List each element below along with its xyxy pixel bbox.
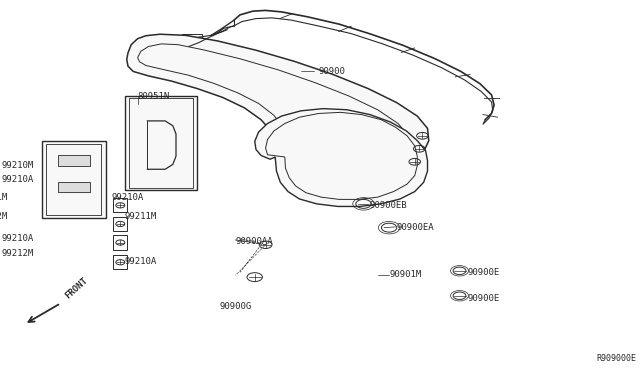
Text: 90900G: 90900G — [220, 302, 252, 311]
Polygon shape — [42, 141, 106, 218]
Text: R909000E: R909000E — [596, 354, 637, 363]
Text: 99211M: 99211M — [0, 193, 8, 202]
Text: 99210A: 99210A — [112, 193, 144, 202]
Bar — [113, 217, 127, 231]
Text: 90900: 90900 — [319, 67, 346, 76]
Text: FRONT: FRONT — [64, 276, 90, 301]
Text: 90900E: 90900E — [467, 294, 499, 303]
Bar — [113, 235, 127, 250]
Text: 90900E: 90900E — [467, 268, 499, 277]
Text: 99212M: 99212M — [0, 212, 8, 221]
Polygon shape — [255, 109, 428, 206]
Polygon shape — [58, 182, 90, 192]
Text: 90900EA: 90900EA — [397, 223, 435, 232]
Text: 90900AA: 90900AA — [236, 237, 273, 246]
Text: 99210A: 99210A — [125, 257, 157, 266]
Text: 99210A: 99210A — [1, 234, 33, 243]
Polygon shape — [58, 155, 90, 166]
Text: 90900EB: 90900EB — [370, 201, 408, 210]
Text: 99210A: 99210A — [1, 175, 33, 184]
Bar — [113, 255, 127, 269]
Polygon shape — [125, 96, 197, 190]
Text: 99211M: 99211M — [125, 212, 157, 221]
Text: 80951N: 80951N — [138, 92, 170, 101]
Text: 99212M: 99212M — [1, 249, 33, 258]
Bar — [182, 34, 202, 48]
Bar — [113, 198, 127, 212]
Text: 99210M: 99210M — [1, 161, 33, 170]
Text: 90901M: 90901M — [389, 270, 421, 279]
Polygon shape — [127, 34, 429, 182]
